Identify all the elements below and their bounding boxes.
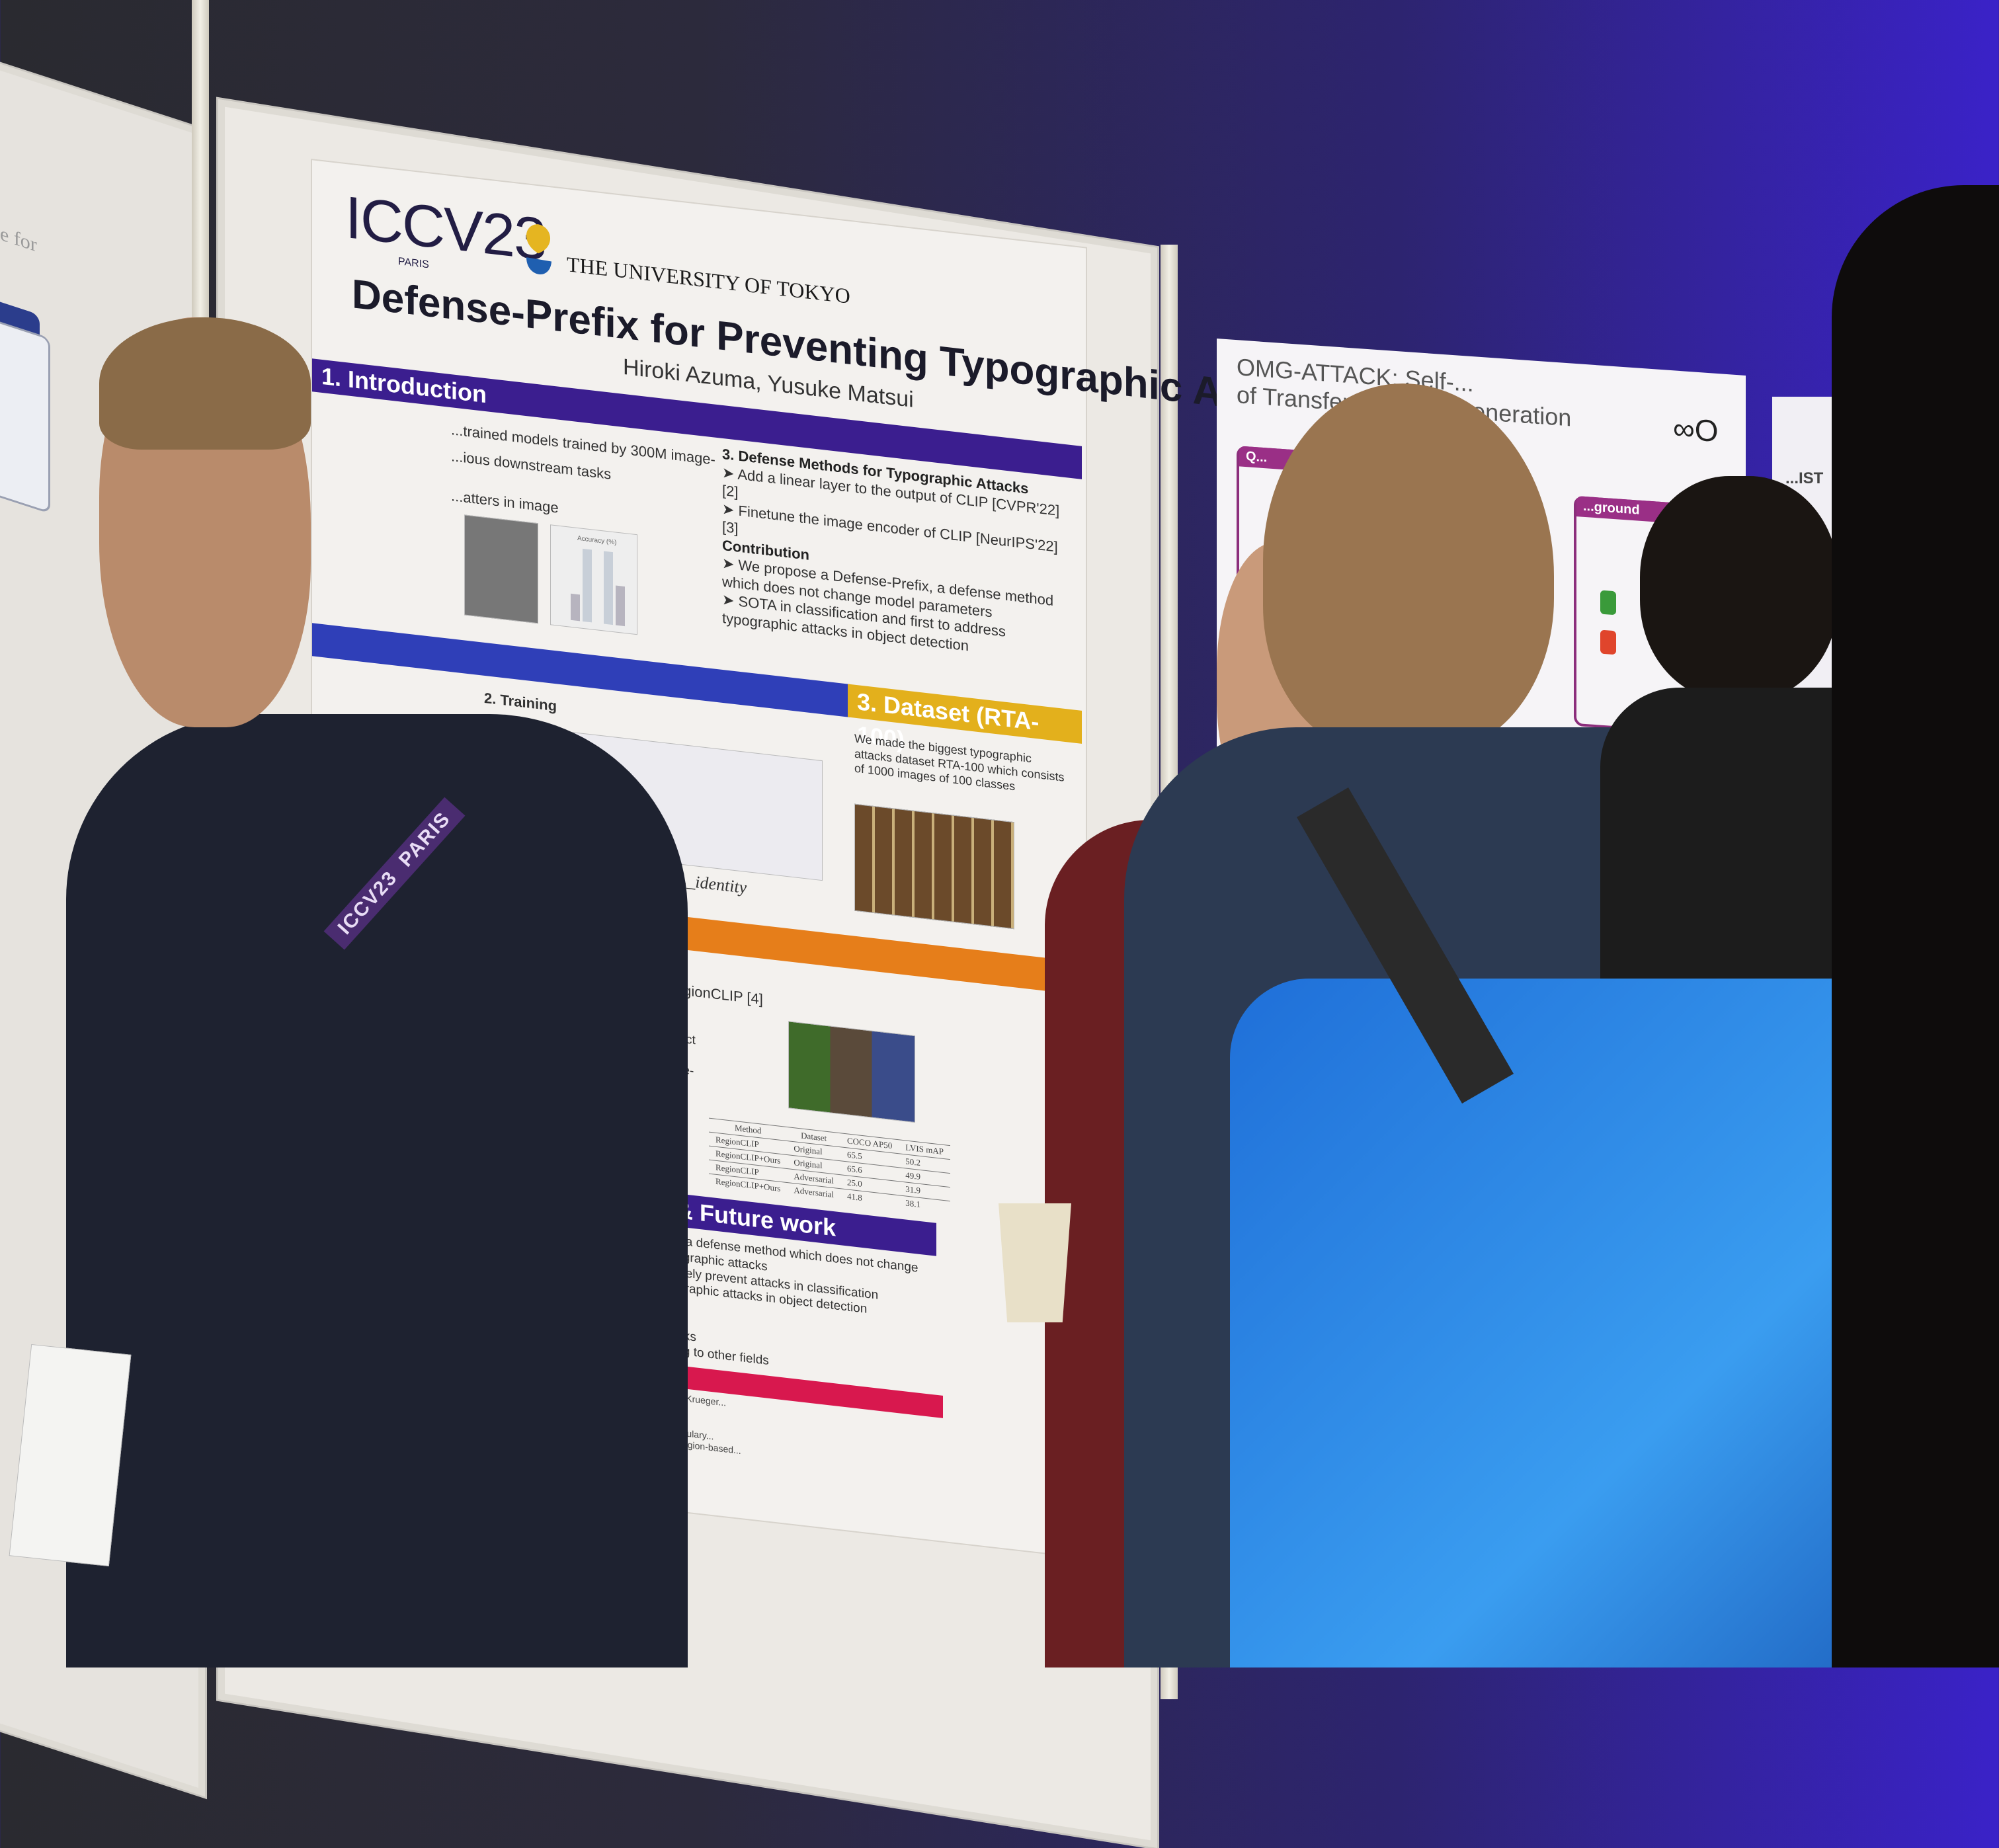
ginkgo-logo-icon <box>526 224 551 274</box>
rta100-sample-grid <box>854 803 1014 930</box>
attendee-far-right <box>1832 185 1999 1667</box>
left-poster-fragment: e for <box>0 222 37 257</box>
results-table: Method Dataset COCO AP50 LVIS mAP RegionCLI… <box>709 1118 950 1215</box>
institution-logo-icon: ∞O <box>1673 411 1719 449</box>
detection-figure <box>788 1021 915 1123</box>
iccv-logo: ICCV23 <box>345 184 546 274</box>
attendee-back-head <box>1640 476 1838 701</box>
paper-cup <box>999 1203 1071 1322</box>
main-poster: ICCV23 PARIS THE UNIVERSITY OF TOKYO Def… <box>311 159 1507 1559</box>
training-heading: 2. Training <box>484 689 557 715</box>
dog-attack-image <box>464 514 538 624</box>
intro-line: ...atters in image <box>451 487 559 516</box>
red-node <box>1600 629 1616 655</box>
defense-methods: 3. Defense Methods for Typographic Attac… <box>722 445 1060 654</box>
attendee-left <box>66 714 688 1667</box>
attendee-right-head <box>1263 383 1554 754</box>
accuracy-chart: Accuracy (%) <box>550 524 637 635</box>
section-header-method <box>312 623 850 717</box>
green-node <box>1600 590 1616 616</box>
left-poster-box <box>0 317 50 514</box>
attendee-left-hair <box>99 317 311 450</box>
dataset-description: We made the biggest typographic attacks … <box>854 731 1065 793</box>
